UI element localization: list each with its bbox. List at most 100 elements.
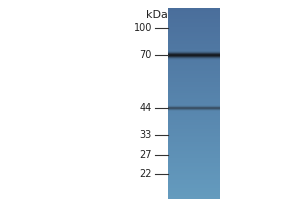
Bar [168, 151, 220, 153]
Bar [168, 104, 220, 105]
Bar [168, 150, 220, 152]
Bar [168, 41, 220, 43]
Bar [168, 176, 220, 178]
Bar [168, 106, 220, 107]
Bar [168, 103, 220, 104]
Bar [168, 126, 220, 127]
Bar [168, 108, 220, 109]
Bar [168, 11, 220, 12]
Bar [168, 13, 220, 14]
Bar [168, 54, 220, 55]
Bar [168, 129, 220, 130]
Bar [168, 159, 220, 160]
Bar [168, 109, 220, 110]
Bar [168, 34, 220, 35]
Bar [168, 161, 220, 162]
Bar [168, 112, 220, 113]
Bar [168, 130, 220, 131]
Bar [168, 72, 220, 73]
Bar [168, 47, 220, 48]
Bar [168, 182, 220, 183]
Bar [168, 48, 220, 49]
Bar [168, 105, 220, 106]
Bar [168, 146, 220, 147]
Bar [168, 77, 220, 79]
Bar [168, 62, 220, 64]
Bar [168, 179, 220, 180]
Bar [168, 58, 220, 59]
Text: 44: 44 [140, 103, 152, 113]
Bar [168, 57, 220, 59]
Bar [168, 107, 220, 108]
Bar [168, 138, 220, 140]
Bar [168, 92, 220, 93]
Bar [168, 78, 220, 80]
Bar [168, 39, 220, 41]
Bar [168, 142, 220, 143]
Bar [168, 38, 220, 40]
Bar [168, 43, 220, 45]
Bar [168, 172, 220, 174]
Bar [168, 18, 220, 19]
Bar [168, 109, 220, 110]
Bar [168, 98, 220, 100]
Bar [168, 107, 220, 108]
Bar [168, 14, 220, 15]
Bar [168, 195, 220, 197]
Bar [168, 63, 220, 65]
Bar [168, 55, 220, 56]
Bar [168, 188, 220, 189]
Bar [168, 173, 220, 175]
Bar [168, 125, 220, 126]
Bar [168, 170, 220, 171]
Bar [168, 94, 220, 96]
Bar [168, 25, 220, 27]
Bar [168, 132, 220, 133]
Bar [168, 79, 220, 81]
Bar [168, 197, 220, 198]
Bar [168, 136, 220, 138]
Bar [168, 50, 220, 51]
Bar [168, 95, 220, 97]
Bar [168, 75, 220, 77]
Bar [168, 165, 220, 166]
Bar [168, 166, 220, 167]
Bar [168, 54, 220, 55]
Bar [168, 22, 220, 24]
Bar [168, 56, 220, 58]
Bar [168, 50, 220, 51]
Bar [168, 102, 220, 104]
Bar [168, 60, 220, 62]
Bar [168, 12, 220, 13]
Bar [168, 164, 220, 165]
Bar [168, 109, 220, 110]
Bar [168, 196, 220, 198]
Bar [168, 33, 220, 34]
Bar [168, 184, 220, 185]
Bar [168, 124, 220, 125]
Bar [168, 106, 220, 107]
Bar [168, 112, 220, 114]
Bar [168, 82, 220, 84]
Bar [168, 168, 220, 169]
Bar [168, 170, 220, 172]
Bar [168, 190, 220, 192]
Bar [168, 40, 220, 42]
Bar [168, 36, 220, 37]
Bar [168, 71, 220, 72]
Bar [168, 50, 220, 51]
Bar [168, 144, 220, 145]
Bar [168, 122, 220, 123]
Bar [168, 189, 220, 191]
Bar [168, 115, 220, 117]
Bar [168, 52, 220, 53]
Bar [168, 100, 220, 102]
Bar [168, 53, 220, 54]
Bar [168, 169, 220, 170]
Bar [168, 80, 220, 82]
Bar [168, 107, 220, 108]
Bar [168, 76, 220, 78]
Bar [168, 37, 220, 39]
Bar [168, 105, 220, 106]
Bar [168, 10, 220, 11]
